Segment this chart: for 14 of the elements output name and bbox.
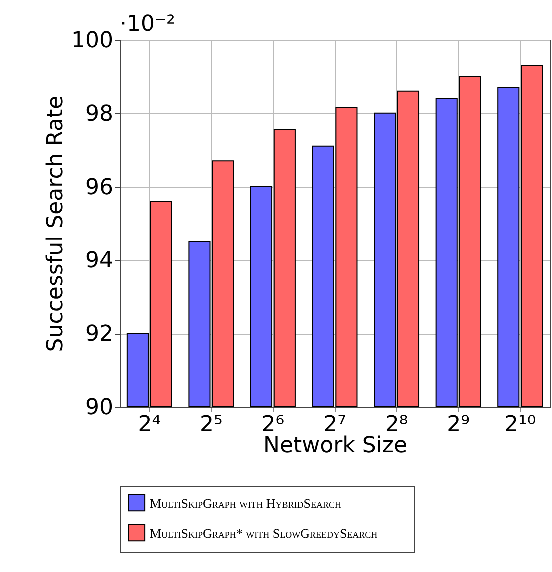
y-tick-label: 94 (86, 248, 114, 274)
y-tick-label: 98 (86, 102, 114, 127)
legend-label: MultiSkipGraph with HybridSearch (150, 496, 342, 511)
y-tick-label: 90 (86, 396, 114, 420)
y-axis-title: Successful Search Rate (44, 96, 69, 352)
x-tick-label: 2⁵ (200, 412, 223, 438)
text: ·10⁻² (120, 12, 176, 37)
x-tick-label: 2¹⁰ (504, 412, 536, 438)
legend-label: MultiSkipGraph* with SlowGreedySearch (150, 526, 378, 541)
x-tick-label: 2⁴ (138, 412, 162, 438)
y-tick-label: 100 (72, 28, 114, 54)
y-tick-label: 96 (86, 175, 114, 200)
y-tick-label: 92 (86, 322, 114, 348)
x-tick-label: 2⁹ (447, 412, 470, 438)
